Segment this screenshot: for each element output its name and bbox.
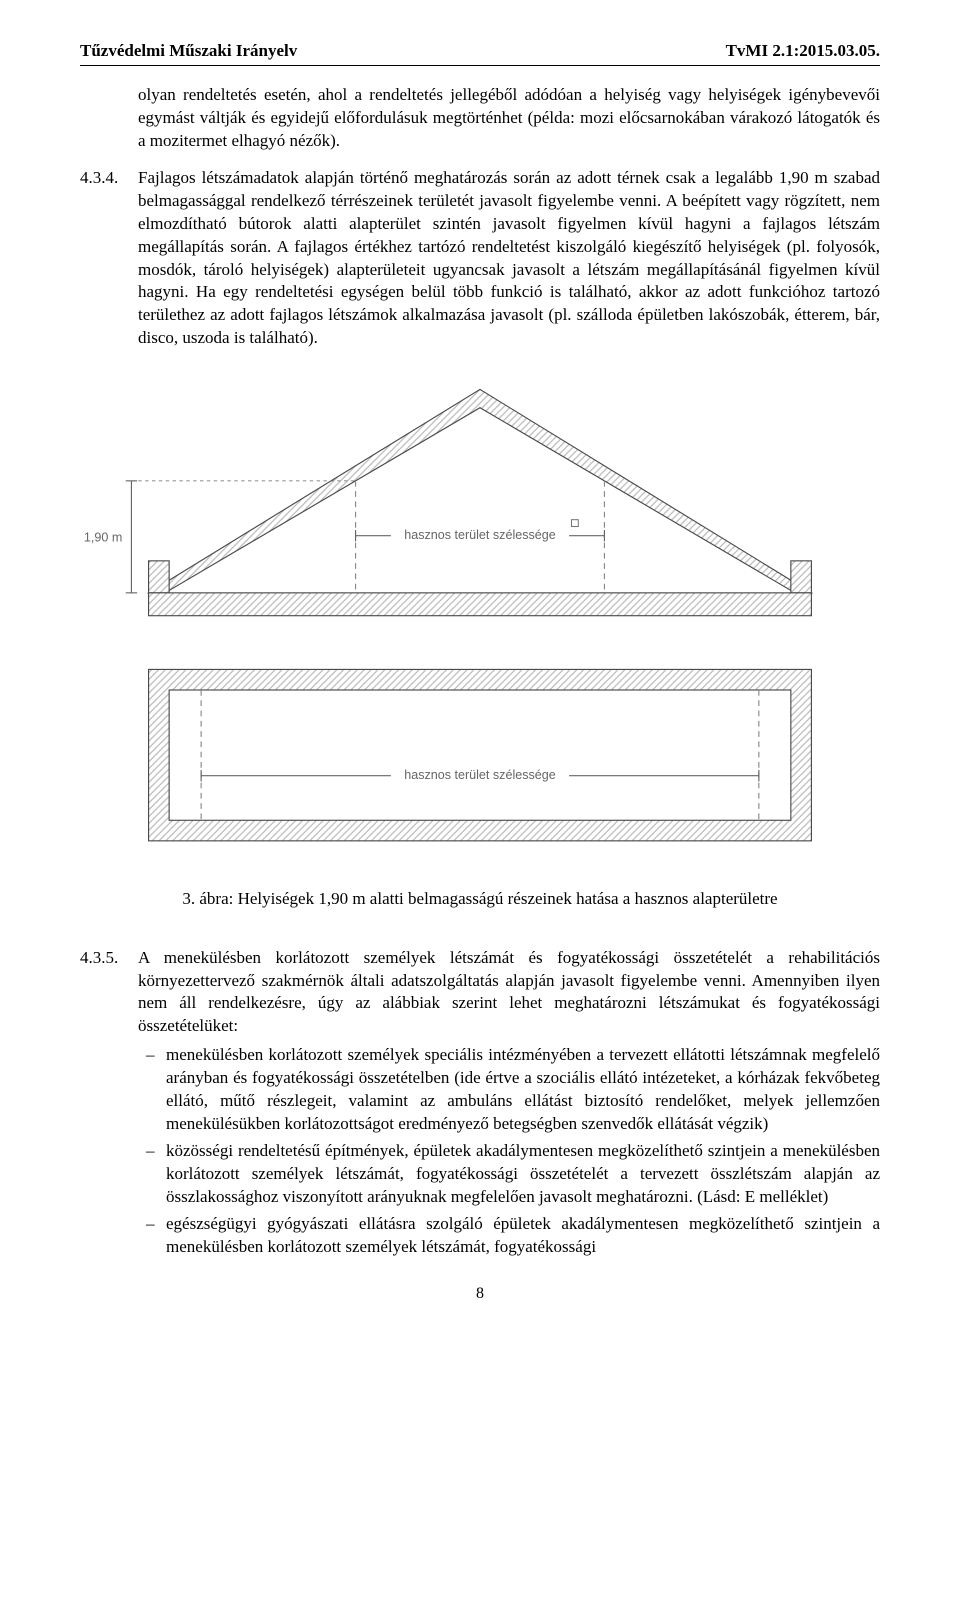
section-number: 4.3.5. xyxy=(80,947,138,970)
bullet-dash: – xyxy=(138,1140,166,1163)
document-header: Tűzvédelmi Műszaki Irányelv TvMI 2.1:201… xyxy=(80,40,880,66)
figure-3: hasznos terület szélessége 1,90 m hasznos … xyxy=(80,378,880,869)
svg-text:hasznos terület szélessége: hasznos terület szélessége xyxy=(404,528,556,542)
list-item: – egészségügyi gyógyászati ellátásra szo… xyxy=(138,1213,880,1259)
bullet-list: – menekülésben korlátozott személyek spe… xyxy=(138,1044,880,1258)
bullet-text: közösségi rendeltetésű építmények, épüle… xyxy=(166,1140,880,1209)
building-cross-section-diagram: hasznos terület szélessége 1,90 m hasznos … xyxy=(80,378,880,869)
page-number: 8 xyxy=(80,1283,880,1305)
svg-text:1,90 m: 1,90 m xyxy=(84,531,122,545)
section-434-continuation: olyan rendeltetés esetén, ahol a rendelt… xyxy=(80,84,880,153)
bullet-text: egészségügyi gyógyászati ellátásra szolg… xyxy=(166,1213,880,1259)
section-text: olyan rendeltetés esetén, ahol a rendelt… xyxy=(138,84,880,153)
bullet-dash: – xyxy=(138,1213,166,1236)
header-left: Tűzvédelmi Műszaki Irányelv xyxy=(80,40,297,63)
header-right: TvMI 2.1:2015.03.05. xyxy=(726,40,880,63)
list-item: – közösségi rendeltetésű építmények, épü… xyxy=(138,1140,880,1209)
section-number: 4.3.4. xyxy=(80,167,138,190)
section-435: 4.3.5. A menekülésben korlátozott személ… xyxy=(80,947,880,1263)
section-434: 4.3.4. Fajlagos létszámadatok alapján tö… xyxy=(80,167,880,351)
bullet-text: menekülésben korlátozott személyek speci… xyxy=(166,1044,880,1136)
bullet-dash: – xyxy=(138,1044,166,1067)
svg-text:hasznos terület szélessége: hasznos terület szélessége xyxy=(404,768,556,782)
section-text: Fajlagos létszámadatok alapján történő m… xyxy=(138,167,880,351)
list-item: – menekülésben korlátozott személyek spe… xyxy=(138,1044,880,1136)
section-body: A menekülésben korlátozott személyek lét… xyxy=(138,947,880,1263)
section-intro: A menekülésben korlátozott személyek lét… xyxy=(138,948,880,1036)
figure-caption: 3. ábra: Helyiségek 1,90 m alatti belmag… xyxy=(80,888,880,911)
